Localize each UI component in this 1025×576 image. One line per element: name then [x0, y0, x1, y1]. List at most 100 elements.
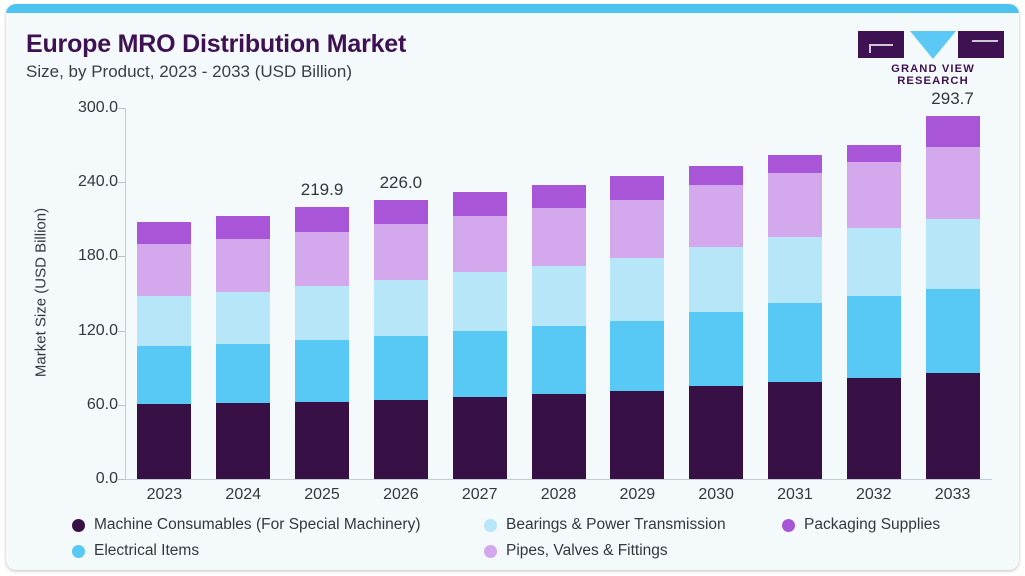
y-axis-tick-label: 180.0	[77, 247, 118, 265]
legend-item[interactable]: Electrical Items	[72, 542, 199, 560]
bar-segment[interactable]	[531, 394, 586, 479]
bar-2032[interactable]	[846, 108, 901, 479]
bar-2027[interactable]	[452, 108, 507, 479]
bar-segment[interactable]	[295, 286, 350, 340]
bar-segment[interactable]	[137, 404, 192, 479]
bar-segment[interactable]	[373, 279, 428, 336]
bar-2025[interactable]	[295, 108, 350, 479]
bar-segment[interactable]	[925, 288, 980, 374]
y-axis-tick-label: 0.0	[95, 470, 118, 487]
x-axis-tick-label: 2030	[698, 486, 734, 503]
bar-segment[interactable]	[610, 320, 665, 391]
bar-segment[interactable]	[373, 335, 428, 400]
legend-label: Pipes, Valves & Fittings	[506, 542, 668, 559]
y-axis-tick-mark	[118, 404, 125, 406]
chart-legend: Machine Consumables (For Special Machine…	[24, 512, 1004, 568]
bar-segment[interactable]	[925, 373, 980, 479]
bar-segment[interactable]	[925, 147, 980, 220]
bar-segment[interactable]	[452, 192, 507, 216]
y-axis-tick-label: 300.0	[77, 99, 118, 116]
legend-label: Packaging Supplies	[804, 516, 941, 533]
bar-segment[interactable]	[846, 162, 901, 228]
bar-2030[interactable]	[689, 108, 744, 479]
bar-segment[interactable]	[925, 115, 980, 148]
bar-segment[interactable]	[689, 247, 744, 313]
bar-segment[interactable]	[452, 397, 507, 479]
bar-segment[interactable]	[531, 208, 586, 266]
bar-segment[interactable]	[295, 207, 350, 232]
bar-segment[interactable]	[610, 199, 665, 258]
bar-segment[interactable]	[295, 339, 350, 402]
legend-item[interactable]: Pipes, Valves & Fittings	[484, 542, 668, 560]
bar-segment[interactable]	[137, 244, 192, 296]
bar-segment[interactable]	[295, 231, 350, 287]
x-axis-tick-label: 2029	[619, 486, 656, 503]
bar-2026[interactable]	[373, 108, 428, 479]
bar-segment[interactable]	[216, 238, 271, 292]
stacked-bar-chart: Market Size (USD Billion) 0.0 60.0 120.0 18…	[6, 4, 1019, 570]
bar-segment[interactable]	[846, 377, 901, 479]
logo-text: GRAND VIEW RESEARCH	[891, 63, 975, 87]
x-axis-tick-label: 2024	[225, 486, 262, 503]
bar-segment[interactable]	[767, 236, 822, 303]
bar-segment[interactable]	[295, 401, 350, 479]
logo-shapes	[858, 31, 1008, 61]
bar-segment[interactable]	[689, 312, 744, 387]
bar-segment[interactable]	[610, 390, 665, 479]
page-subtitle: Size, by Product, 2023 - 2033 (USD Billi…	[26, 62, 352, 81]
legend-item[interactable]: Machine Consumables (For Special Machine…	[72, 516, 421, 534]
bar-segment[interactable]	[373, 224, 428, 280]
bar-segment[interactable]	[531, 326, 586, 395]
bar-segment[interactable]	[767, 154, 822, 173]
legend-swatch-icon	[484, 544, 497, 558]
bar-2033[interactable]	[925, 108, 980, 479]
bar-segment[interactable]	[846, 295, 901, 378]
legend-item[interactable]: Packaging Supplies	[782, 516, 940, 534]
x-axis-tick-label: 2032	[855, 486, 892, 503]
bar-segment[interactable]	[767, 172, 822, 237]
bar-segment[interactable]	[137, 346, 192, 405]
bar-2023[interactable]	[137, 108, 192, 479]
x-axis-tick-label: 2023	[146, 486, 183, 503]
bar-segment[interactable]	[216, 215, 271, 239]
bar-segment[interactable]	[846, 145, 901, 163]
legend-label: Bearings & Power Transmission	[506, 516, 726, 533]
bar-segment[interactable]	[452, 215, 507, 273]
bar-2024[interactable]	[216, 108, 271, 479]
bar-segment[interactable]	[689, 185, 744, 248]
bar-segment[interactable]	[767, 302, 822, 383]
bar-segment[interactable]	[531, 265, 586, 327]
bar-segment[interactable]	[373, 199, 428, 225]
page-title: Europe MRO Distribution Market	[26, 30, 407, 58]
x-axis-tick-label: 2031	[777, 486, 813, 503]
bar-segment[interactable]	[689, 166, 744, 186]
bar-segment[interactable]	[137, 221, 192, 245]
bar-segment[interactable]	[925, 219, 980, 289]
y-axis-tick-label: 240.0	[77, 173, 118, 191]
bar-2028[interactable]	[531, 108, 586, 479]
bar-segment[interactable]	[216, 403, 271, 479]
bar-segment[interactable]	[610, 176, 665, 200]
y-axis-tick-label: 120.0	[77, 321, 118, 339]
bar-2031[interactable]	[767, 108, 822, 479]
bar-segment[interactable]	[373, 399, 428, 479]
y-axis-tick-mark	[118, 330, 125, 332]
legend-swatch-icon	[782, 518, 795, 532]
bar-segment[interactable]	[452, 272, 507, 331]
x-axis-tick-label: 2026	[383, 486, 419, 503]
bar-segment[interactable]	[689, 386, 744, 479]
y-axis-label: Market Size (USD Billion)	[32, 207, 50, 378]
bar-segment[interactable]	[531, 184, 586, 209]
x-axis-tick-label: 2033	[934, 486, 971, 503]
bar-segment[interactable]	[767, 382, 822, 479]
bar-segment[interactable]	[216, 292, 271, 344]
bar-segment[interactable]	[610, 257, 665, 321]
legend-item[interactable]: Bearings & Power Transmission	[484, 516, 726, 534]
bar-segment[interactable]	[452, 330, 507, 398]
bar-segment[interactable]	[846, 227, 901, 296]
bar-2029[interactable]	[610, 108, 665, 479]
chart-card: Europe MRO Distribution Market Size, by …	[6, 4, 1019, 570]
bar-segment[interactable]	[137, 295, 192, 347]
bar-segment[interactable]	[216, 343, 271, 404]
legend-swatch-icon	[72, 544, 85, 558]
